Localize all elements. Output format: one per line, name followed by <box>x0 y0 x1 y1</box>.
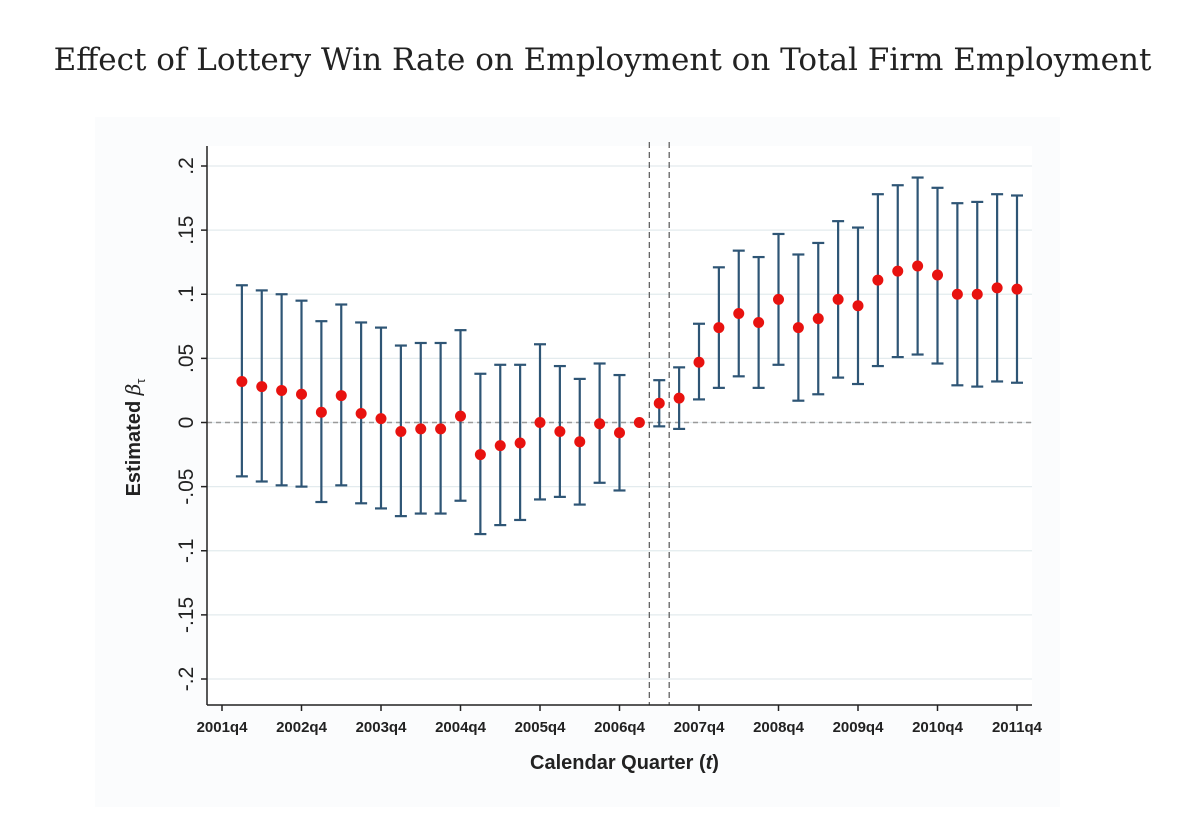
data-point <box>236 375 248 387</box>
x-tick-label: 2008q4 <box>753 719 805 736</box>
data-point <box>932 269 943 281</box>
y-axis-title-subscript: τ <box>133 378 148 384</box>
data-point <box>832 293 844 305</box>
x-tick-label: 2011q4 <box>992 719 1043 736</box>
data-point <box>971 288 983 300</box>
data-point <box>951 288 963 300</box>
data-point <box>892 265 904 277</box>
y-tick-label: .05 <box>175 344 198 373</box>
y-axis-title: Estimated βτ <box>121 378 148 497</box>
y-tick-label: -.05 <box>175 469 198 505</box>
y-tick-label: .2 <box>175 157 198 175</box>
reference-lines <box>207 142 1032 705</box>
axes <box>201 146 1032 711</box>
data-point <box>395 425 407 437</box>
y-tick-label: 0 <box>175 417 198 429</box>
data-point <box>614 427 625 439</box>
data-point <box>713 322 725 334</box>
data-point <box>455 410 466 422</box>
data-point <box>375 413 387 425</box>
data-point <box>753 316 765 328</box>
data-point <box>653 397 665 409</box>
y-axis-title-variable: β <box>121 384 145 397</box>
data-point <box>415 423 427 435</box>
data-point <box>474 449 486 461</box>
x-tick-label: 2005q4 <box>515 719 567 736</box>
data-point <box>1011 283 1023 295</box>
x-tick-label: 2007q4 <box>674 719 726 736</box>
data-point <box>991 282 1003 294</box>
x-axis-title-suffix: ) <box>712 752 719 774</box>
x-axis-title-variable: t <box>706 752 714 774</box>
plot-region: -.2 -.15 -.1 -.05 0 .05 .1 .15 .2 2001q4 2002q4 200… <box>95 117 1060 807</box>
data-point <box>773 293 784 305</box>
chart-svg: -.2 -.15 -.1 -.05 0 .05 .1 .15 .2 2001q4 2002q4 200… <box>121 142 1043 774</box>
x-tick-label: 2002q4 <box>276 719 328 736</box>
data-point <box>872 274 884 286</box>
y-tick-label: -.15 <box>175 597 198 633</box>
y-tick-label: -.1 <box>175 538 198 563</box>
y-tick-label: .1 <box>175 285 198 303</box>
data-point <box>594 418 606 430</box>
data-points <box>236 260 1023 461</box>
data-point <box>812 313 824 325</box>
data-point <box>296 388 307 400</box>
data-point <box>693 356 705 368</box>
data-point <box>276 384 288 396</box>
data-point <box>355 408 367 420</box>
y-axis-title-text: Estimated <box>123 395 145 496</box>
data-point <box>554 425 566 437</box>
x-tick-label: 2003q4 <box>356 719 408 736</box>
data-point <box>494 440 506 452</box>
data-point <box>574 436 586 448</box>
data-point <box>852 300 864 312</box>
data-point <box>912 260 924 272</box>
x-axis-title: Calendar Quarter (t) <box>530 752 719 774</box>
data-point <box>633 417 645 428</box>
data-point <box>435 423 447 435</box>
x-axis-title-text: Calendar Quarter ( <box>530 752 706 774</box>
data-point <box>534 417 546 428</box>
data-point <box>315 406 327 418</box>
x-tick-label: 2010q4 <box>912 719 964 736</box>
data-point <box>514 437 526 449</box>
x-tick-label: 2004q4 <box>435 719 487 736</box>
data-point <box>256 381 268 393</box>
x-tick-label: 2001q4 <box>197 719 249 736</box>
data-point <box>792 322 804 334</box>
x-tick-label: 2006q4 <box>594 719 646 736</box>
axis-labels: -.2 -.15 -.1 -.05 0 .05 .1 .15 .2 2001q4 2002q4 200… <box>121 157 1043 774</box>
data-point <box>733 307 745 319</box>
data-point <box>335 390 347 402</box>
x-tick-label: 2009q4 <box>833 719 885 736</box>
y-tick-label: .15 <box>175 216 198 245</box>
y-tick-label: -.2 <box>175 667 198 692</box>
chart-title: Effect of Lottery Win Rate on Employment… <box>53 42 1152 78</box>
data-point <box>673 392 685 404</box>
